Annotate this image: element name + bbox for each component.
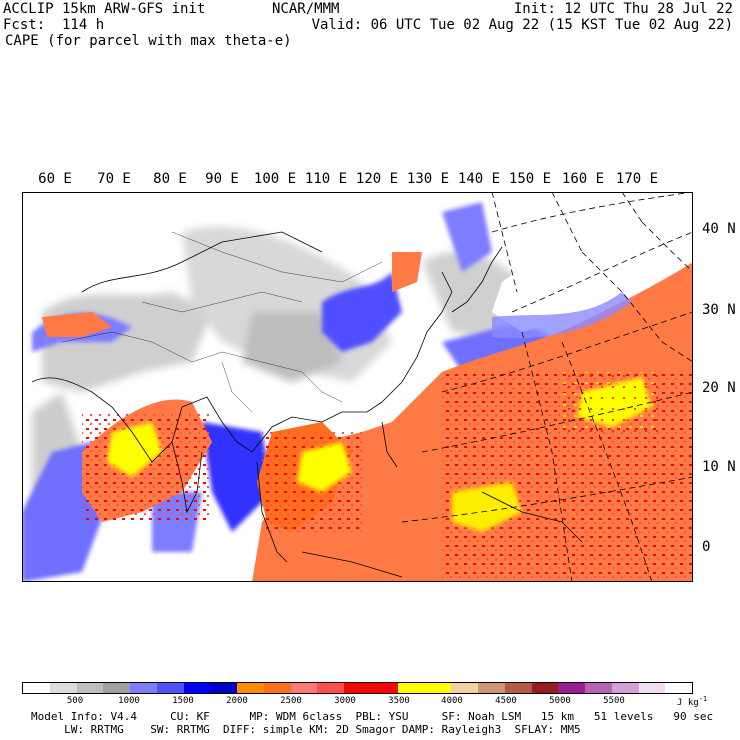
colorbar-swatch: [210, 683, 238, 693]
colorbar-swatch: [49, 683, 77, 693]
map-border: [22, 192, 693, 582]
lon-label: 70 E: [97, 171, 131, 187]
colorbar-swatch: [290, 683, 318, 693]
colorbar: [22, 682, 693, 694]
colorbar-tick: 4500: [495, 696, 517, 706]
colorbar-tick: 5500: [603, 696, 625, 706]
lat-label: 0: [702, 539, 711, 555]
lat-label: 10 N: [702, 459, 736, 475]
colorbar-swatch: [397, 683, 425, 693]
colorbar-swatch: [424, 683, 452, 693]
init-time: Init: 12 UTC Thu 28 Jul 22: [513, 1, 733, 17]
colorbar-swatch: [103, 683, 131, 693]
institution-label: NCAR/MMM: [272, 1, 340, 17]
lat-label: 40 N: [702, 221, 736, 237]
colorbar-swatch: [504, 683, 532, 693]
coastlines: [31, 231, 583, 578]
lon-label: 90 E: [205, 171, 239, 187]
colorbar-swatch: [156, 683, 184, 693]
colorbar-swatch: [531, 683, 559, 693]
colorbar-tick: 4000: [441, 696, 463, 706]
colorbar-swatch: [665, 683, 693, 693]
colorbar-tick: 3500: [388, 696, 410, 706]
lat-label: 30 N: [702, 302, 736, 318]
colorbar-swatch: [183, 683, 211, 693]
lon-label: 60 E: [38, 171, 72, 187]
model-info-line1: Model Info: V4.4 CU: KF MP: WDM 6class P…: [31, 710, 714, 723]
colorbar-swatch: [558, 683, 586, 693]
lat-label: 20 N: [702, 380, 736, 396]
field-title: CAPE (for parcel with max theta-e): [5, 33, 292, 49]
lon-label: 100 E: [253, 171, 297, 187]
colorbar-swatch: [344, 683, 371, 693]
colorbar-swatch: [263, 683, 291, 693]
colorbar-tick: 500: [66, 696, 84, 706]
colorbar-swatch: [317, 683, 345, 693]
lat-lon-gridlines: [401, 192, 693, 582]
colorbar-swatch: [638, 683, 666, 693]
model-title: ACCLIP 15km ARW-GFS init: [3, 1, 206, 17]
lon-label: 170 E: [615, 171, 659, 187]
lon-label: 140 E: [457, 171, 501, 187]
colorbar-swatch: [23, 683, 50, 693]
colorbar-swatch: [76, 683, 104, 693]
lon-label: 160 E: [561, 171, 605, 187]
lon-label: 130 E: [406, 171, 450, 187]
model-info-line2: LW: RRTMG SW: RRTMG DIFF: simple KM: 2D …: [31, 723, 581, 736]
colorbar-swatch: [451, 683, 479, 693]
colorbar-swatch: [611, 683, 639, 693]
cape-map: [22, 192, 693, 582]
valid-time: Valid: 06 UTC Tue 02 Aug 22 (15 KST Tue …: [311, 17, 733, 33]
colorbar-tick: 1500: [172, 696, 194, 706]
lon-label: 80 E: [153, 171, 187, 187]
colorbar-swatch: [237, 683, 264, 693]
colorbar-tick: 5000: [549, 696, 571, 706]
lon-label: 120 E: [355, 171, 399, 187]
zero-cape-ocean-area: [492, 222, 672, 332]
colorbar-tick: 1000: [118, 696, 140, 706]
colorbar-swatch: [478, 683, 505, 693]
colorbar-swatch: [585, 683, 612, 693]
colorbar-tick: 3000: [334, 696, 356, 706]
forecast-hour: Fcst: 114 h: [3, 17, 105, 33]
colorbar-swatch: [370, 683, 398, 693]
lon-label: 150 E: [508, 171, 552, 187]
country-borders: [61, 231, 383, 413]
colorbar-tick: 2500: [280, 696, 302, 706]
colorbar-tick: 2000: [226, 696, 248, 706]
colorbar-units: J kg-1: [677, 695, 708, 708]
lon-label: 110 E: [304, 171, 348, 187]
colorbar-swatch: [130, 683, 157, 693]
